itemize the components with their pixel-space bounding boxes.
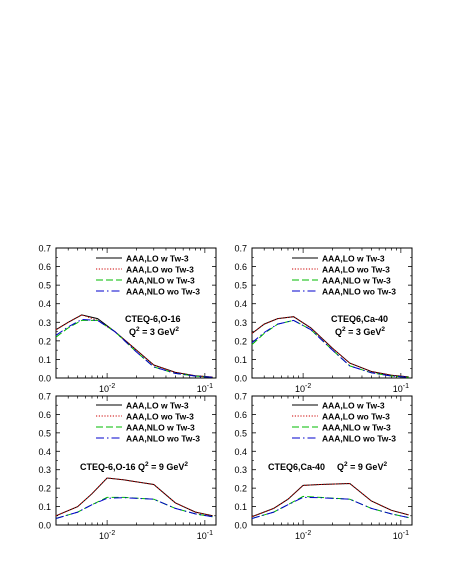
x-tick-label: 10-1 — [393, 530, 409, 541]
y-tick-label: 0.7 — [38, 244, 51, 254]
y-tick-label: 0.3 — [38, 318, 51, 328]
legend-label: AAA,NLO w Tw-3 — [126, 276, 195, 286]
legend-label: AAA,NLO wo Tw-3 — [126, 287, 200, 297]
y-tick-label: 0.4 — [234, 299, 247, 309]
y-tick-label: 0.3 — [38, 465, 51, 475]
series-line-2 — [55, 477, 213, 517]
y-tick-label: 0.3 — [234, 318, 247, 328]
y-tick-label: 0.1 — [38, 355, 51, 365]
y-tick-label: 0.3 — [234, 465, 247, 475]
y-tick-label: 0.0 — [38, 521, 51, 531]
legend-label: AAA,NLO w Tw-3 — [322, 423, 391, 433]
panel-1: 0.0 0.1 0.2 0.3 0.4 0.5 0.6 0.7 10-2 10-1 AAA,LO w… — [38, 244, 217, 394]
x-tick-label: 10-2 — [99, 530, 115, 541]
y-tick-label: 0.6 — [234, 262, 247, 272]
x-tick-label: 10-2 — [99, 383, 115, 394]
y-tick-label: 0.6 — [234, 410, 247, 420]
legend-label: AAA,LO wo Tw-3 — [322, 412, 390, 422]
legend-label: AAA,NLO wo Tw-3 — [126, 434, 200, 444]
series-line-4 — [55, 497, 213, 519]
legend-label: AAA,LO wo Tw-3 — [126, 412, 194, 422]
y-tick-label: 0.5 — [38, 428, 51, 438]
series-line-3 — [251, 319, 409, 378]
y-tick-label: 0.2 — [38, 336, 51, 346]
panel-4: 0.0 0.1 0.2 0.3 0.4 0.5 0.6 0.7 10-2 10-1 AAA,LO w… — [234, 392, 413, 541]
legend-label: AAA,NLO w Tw-3 — [322, 276, 391, 286]
series-line-3 — [55, 496, 213, 519]
legend-label: AAA,LO w Tw-3 — [322, 254, 385, 264]
annotation-dataset: CTEQ-6,O-16 Q2 = 9 GeV2 — [80, 461, 188, 472]
y-tick-label: 0.0 — [234, 521, 247, 531]
series-line-1 — [55, 314, 213, 378]
panel-2: 0.0 0.1 0.2 0.3 0.4 0.5 0.6 0.7 10-2 10-1 AAA,LO w… — [234, 244, 413, 394]
y-tick-label: 0.5 — [234, 428, 247, 438]
annotation-dataset: CTEQ6,Ca-40 Q2 = 9 GeV2 — [268, 461, 387, 472]
y-tick-label: 0.1 — [234, 355, 247, 365]
y-tick-label: 0.1 — [38, 502, 51, 512]
y-tick-label: 0.6 — [38, 410, 51, 420]
y-tick-label: 0.5 — [234, 281, 247, 291]
x-tick-label: 10-1 — [393, 383, 409, 394]
series-line-4 — [251, 319, 409, 378]
legend-label: AAA,LO wo Tw-3 — [126, 265, 194, 275]
series-line-2 — [55, 314, 213, 378]
series-line-4 — [251, 496, 409, 519]
series-line-1 — [55, 477, 213, 517]
y-tick-label: 0.0 — [38, 374, 51, 384]
series-line-2 — [251, 316, 409, 378]
legend-label: AAA,NLO wo Tw-3 — [322, 287, 396, 297]
series-line-4 — [55, 318, 213, 378]
y-tick-label: 0.6 — [38, 262, 51, 272]
series-line-2 — [251, 482, 409, 518]
y-tick-label: 0.1 — [234, 502, 247, 512]
annotation-dataset: CTEQ6,Ca-40 — [331, 314, 388, 324]
y-tick-label: 0.4 — [38, 299, 51, 309]
y-tick-label: 0.4 — [38, 447, 51, 457]
legend-label: AAA,LO w Tw-3 — [126, 254, 189, 264]
legend-label: AAA,NLO wo Tw-3 — [322, 434, 396, 444]
x-tick-label: 10-1 — [197, 530, 213, 541]
y-tick-label: 0.2 — [234, 484, 247, 494]
annotation-q2: Q2 = 3 GeV2 — [129, 326, 179, 337]
annotation-dataset: CTEQ-6,O-16 — [125, 314, 181, 324]
y-tick-label: 0.4 — [234, 447, 247, 457]
legend-label: AAA,LO w Tw-3 — [322, 401, 385, 411]
y-tick-label: 0.2 — [234, 336, 247, 346]
y-tick-label: 0.7 — [38, 392, 51, 402]
legend-label: AAA,LO wo Tw-3 — [322, 265, 390, 275]
y-tick-label: 0.7 — [234, 392, 247, 402]
legend-label: AAA,NLO w Tw-3 — [126, 423, 195, 433]
x-tick-label: 10-2 — [295, 530, 311, 541]
x-tick-label: 10-2 — [295, 383, 311, 394]
legend-label: AAA,LO w Tw-3 — [126, 401, 189, 411]
y-tick-label: 0.5 — [38, 281, 51, 291]
y-tick-label: 0.7 — [234, 244, 247, 254]
y-tick-label: 0.0 — [234, 374, 247, 384]
y-tick-label: 0.2 — [38, 484, 51, 494]
panel-3: 0.0 0.1 0.2 0.3 0.4 0.5 0.6 0.7 10-2 10-1 AAA,LO w… — [38, 392, 217, 541]
x-tick-label: 10-1 — [197, 383, 213, 394]
annotation-q2: Q2 = 3 GeV2 — [335, 326, 385, 337]
